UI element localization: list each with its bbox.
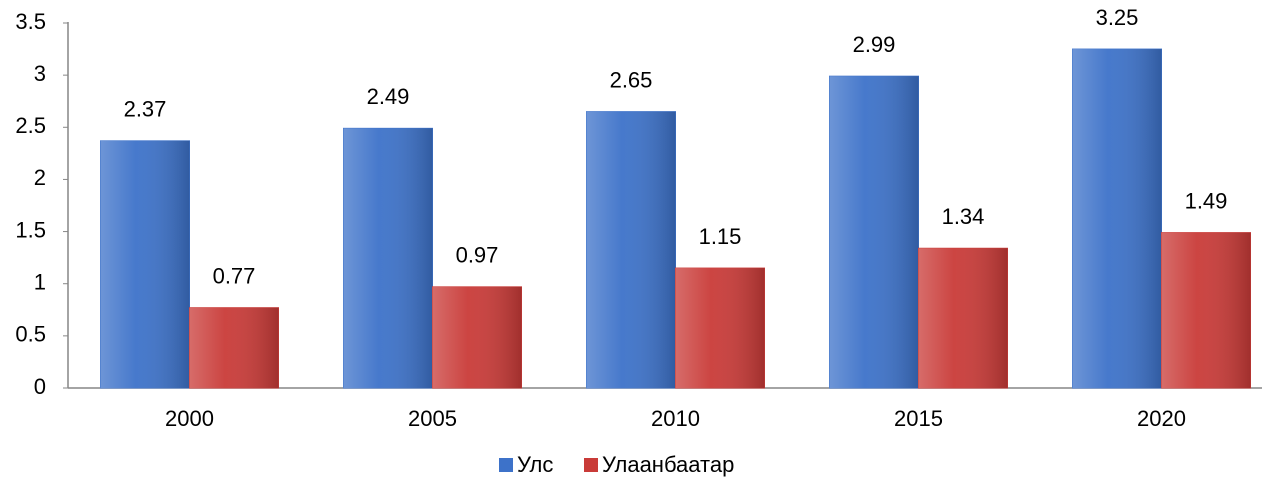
y-tick-label: 3.5 <box>15 9 46 34</box>
bar <box>918 247 1008 389</box>
y-tick-label: 0 <box>34 374 46 399</box>
bar <box>675 267 765 389</box>
value-label: 1.49 <box>1185 188 1228 213</box>
bar <box>1161 232 1251 389</box>
bar <box>189 307 279 389</box>
value-label: 0.77 <box>213 264 256 289</box>
legend-label: Улаанбаатар <box>602 452 734 477</box>
bar <box>829 75 919 389</box>
x-tick-label: 2020 <box>1137 406 1186 431</box>
bar <box>1072 48 1162 389</box>
x-tick-label: 2015 <box>894 406 943 431</box>
value-label: 0.97 <box>456 243 499 268</box>
value-label: 2.49 <box>367 84 410 109</box>
bar <box>343 127 433 389</box>
x-tick-label: 2005 <box>408 406 457 431</box>
x-tick-label: 2010 <box>651 406 700 431</box>
y-tick-label: 2 <box>34 165 46 190</box>
value-label: 2.37 <box>124 97 167 122</box>
legend-label: Улс <box>517 452 553 477</box>
y-tick-label: 1 <box>34 270 46 295</box>
y-tick-label: 2.5 <box>15 113 46 138</box>
bar <box>432 286 522 389</box>
bar <box>586 111 676 389</box>
y-tick-label: 0.5 <box>15 322 46 347</box>
y-tick-label: 1.5 <box>15 217 46 242</box>
value-label: 1.34 <box>942 204 985 229</box>
y-tick-label: 3 <box>34 61 46 86</box>
legend-swatch <box>499 458 513 472</box>
value-label: 2.99 <box>853 32 896 57</box>
value-label: 1.15 <box>699 224 742 249</box>
bar <box>100 140 190 389</box>
x-tick-label: 2000 <box>165 406 214 431</box>
legend-swatch <box>584 458 598 472</box>
value-label: 3.25 <box>1096 5 1139 30</box>
value-label: 2.65 <box>610 67 653 92</box>
